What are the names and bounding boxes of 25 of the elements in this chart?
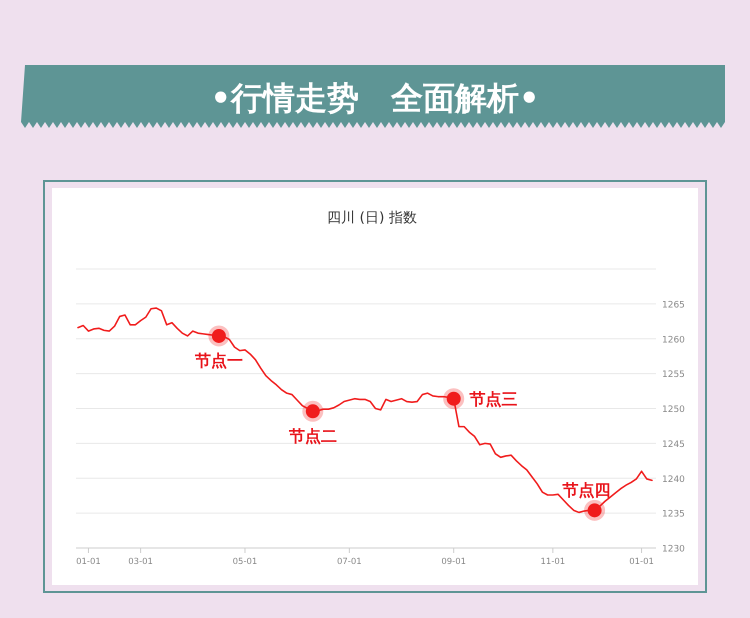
x-tick-label: 03-01 xyxy=(128,557,153,567)
y-tick-label: 1255 xyxy=(662,370,685,380)
point xyxy=(302,400,324,422)
y-tick-label: 1260 xyxy=(662,335,686,346)
y-tick-label: 1265 xyxy=(662,300,685,310)
chart-title: •行情走势 全面解析• xyxy=(210,79,540,117)
y-tick-label: 1230 xyxy=(662,544,686,554)
annotation: 节点三 xyxy=(468,390,518,409)
chart-subtitle: 四川 (日) 指数 xyxy=(327,210,417,226)
point xyxy=(208,325,230,346)
y-tick-label: 1240 xyxy=(662,474,686,485)
annotation: 节点二 xyxy=(288,426,337,446)
x-tick-label: 07-01 xyxy=(336,557,362,567)
annotation: 节点一 xyxy=(194,350,243,370)
x-tick-label: 01-01 xyxy=(629,557,654,567)
x-tick-label: 11-01 xyxy=(540,557,566,567)
x-tick-label: 01-01 xyxy=(76,557,101,567)
x-tick-label: 09-01 xyxy=(441,557,466,567)
x-tick-label: 05-01 xyxy=(232,557,258,567)
annotation: 节点四 xyxy=(562,480,611,500)
point xyxy=(443,388,464,410)
point xyxy=(584,500,606,521)
y-tick-label: 1250 xyxy=(662,405,686,415)
y-tick-label: 1235 xyxy=(662,510,685,520)
y-tick-label: 1245 xyxy=(662,440,685,450)
